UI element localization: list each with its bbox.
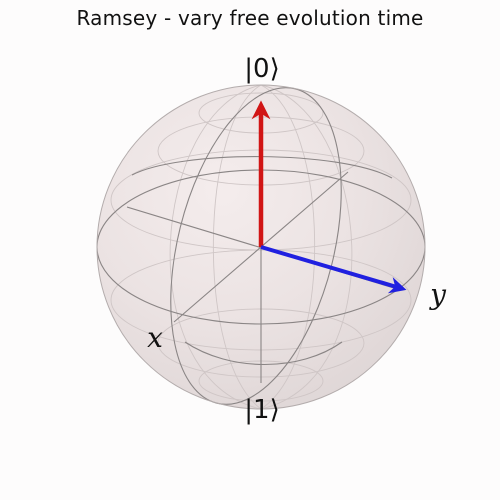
figure-title: Ramsey - vary free evolution time: [76, 6, 424, 30]
sphere-outline: [96, 84, 426, 410]
label-x-axis: x: [147, 321, 163, 354]
state-vector-blue: [260, 245, 407, 294]
label-y-axis: y: [428, 278, 447, 311]
label-north-ket0: |0⟩: [244, 54, 279, 84]
label-south-ket1: |1⟩: [244, 395, 279, 425]
